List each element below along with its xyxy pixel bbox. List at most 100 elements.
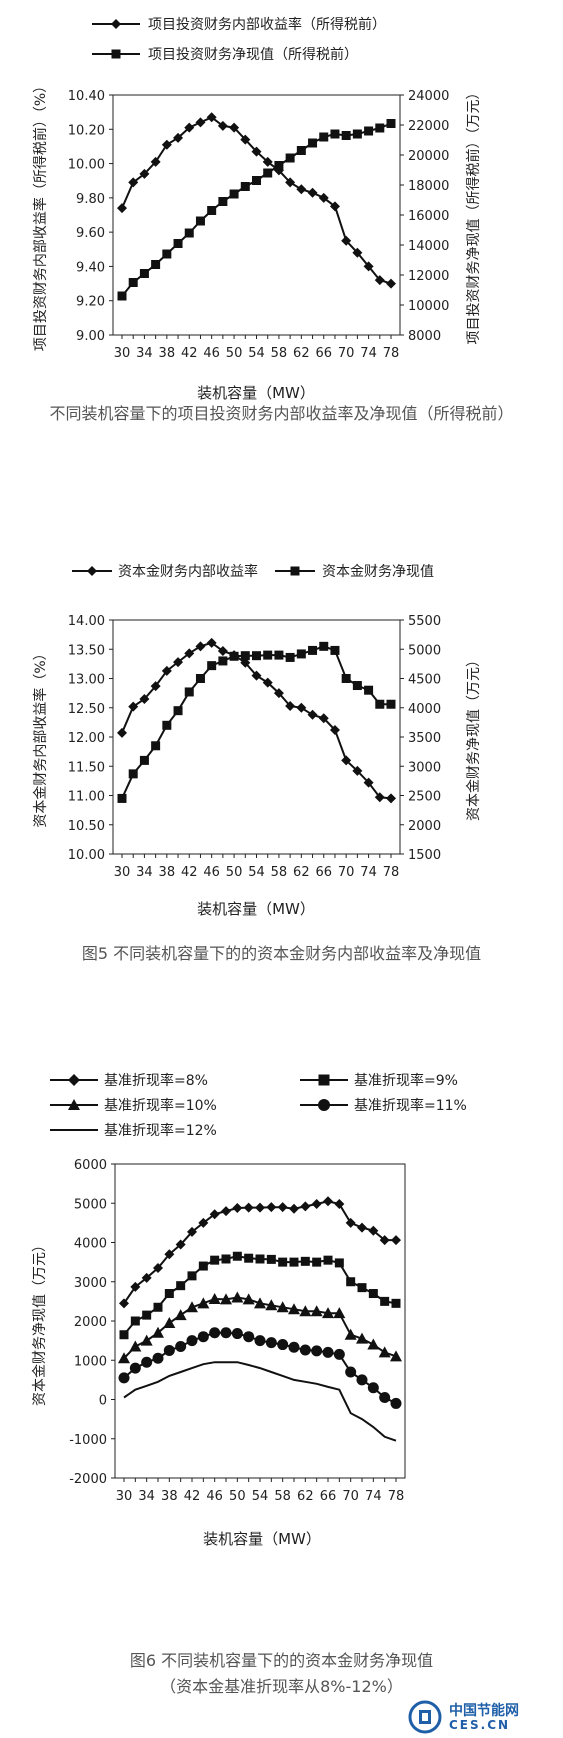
data-point [310, 1305, 323, 1317]
data-point [276, 1301, 289, 1313]
data-point [334, 1199, 345, 1210]
data-point [262, 677, 273, 688]
ces-logo-icon [408, 1700, 442, 1734]
data-point [364, 126, 374, 136]
data-point [218, 197, 228, 206]
x-tick-label: 46 [203, 865, 220, 880]
y-axis-label-3: 资本金财务净现值（万元） [32, 1238, 48, 1406]
data-point [318, 713, 329, 724]
data-point [367, 1382, 379, 1394]
y-tick-label: 4000 [74, 1237, 107, 1252]
data-point [139, 168, 150, 179]
y-tick-label-right: 14000 [408, 239, 449, 254]
caption-3-line-1: 图6 不同装机容量下的的资本金财务净现值 [129, 1651, 434, 1670]
data-point [195, 117, 206, 128]
x-tick-label: 78 [383, 865, 400, 880]
y-tick-label-right: 2500 [408, 790, 441, 805]
data-point [175, 1341, 187, 1353]
logo-title: 中国节能网 [449, 1703, 519, 1719]
data-point [341, 235, 352, 246]
y-tick-label: 10.20 [68, 123, 105, 138]
data-point [300, 1201, 311, 1212]
legend-3-label-3: 基准折现率=10% [104, 1097, 217, 1114]
legend-2-label-2: 资本金财务净现值 [322, 564, 434, 580]
data-point [254, 1297, 266, 1309]
x-axis-label-2: 装机容量（MW） [197, 900, 315, 918]
data-point [229, 122, 240, 133]
data-point [197, 1331, 209, 1343]
data-point [322, 1307, 334, 1319]
data-point [263, 168, 273, 178]
data-point [263, 650, 273, 660]
data-point [386, 278, 396, 289]
x-tick-label: 70 [338, 346, 355, 361]
logo-domain: CES.CN [449, 1718, 511, 1732]
data-point [220, 1293, 232, 1305]
data-point [311, 1199, 322, 1210]
data-point [266, 1202, 277, 1213]
data-point [251, 146, 262, 157]
series-2 [117, 637, 396, 804]
data-point [391, 1298, 401, 1308]
data-point [175, 1239, 186, 1250]
y-tick-label: 10.00 [68, 158, 105, 173]
x-tick-label: 38 [159, 346, 176, 361]
data-point [221, 1254, 231, 1264]
chart-1: 项目投资财务内部收益率（所得税前） 项目投资财务净现值（所得税前） 9.009.… [32, 16, 482, 402]
legend-3-label-2: 基准折现率=9% [354, 1072, 458, 1089]
data-point [312, 1257, 322, 1267]
y-tick-label: 10.40 [68, 89, 105, 104]
data-point [277, 1339, 289, 1351]
data-point [117, 793, 127, 803]
x-tick-label: 58 [271, 865, 288, 880]
data-point [274, 161, 284, 170]
y-tick-label-right: 18000 [408, 179, 449, 194]
data-point [164, 1289, 174, 1299]
x-tick-label: 30 [114, 346, 131, 361]
x-tick-label: 42 [181, 346, 198, 361]
data-point [152, 1326, 164, 1338]
y-ticks-right-2: 1500 2000 2500 3000 3500 4000 4500 5000 5500 [400, 614, 441, 863]
data-point [374, 275, 385, 286]
series-line-2 [123, 1255, 397, 1336]
x-tick-label: 34 [138, 1489, 155, 1504]
y-tick-label-right: 3500 [408, 731, 441, 746]
data-point [128, 278, 138, 287]
data-point [285, 700, 296, 711]
y-tick-label: 11.00 [68, 790, 105, 805]
y-tick-label: 9.00 [76, 329, 105, 344]
x-axis-label-3: 装机容量（MW） [203, 1530, 321, 1548]
data-point [341, 755, 352, 766]
data-point [380, 1296, 390, 1306]
data-point [240, 657, 251, 668]
data-point [217, 646, 228, 657]
data-point [296, 146, 306, 155]
data-point [195, 674, 205, 683]
x-tick-label: 54 [248, 346, 265, 361]
data-point [288, 1341, 300, 1353]
data-point [285, 177, 296, 188]
legend-3-label-4: 基准折现率=11% [354, 1097, 467, 1114]
y-tick-label: 9.20 [76, 295, 105, 310]
caption-2: 图5 不同装机容量下的的资本金财务内部收益率及净现值 [81, 944, 482, 963]
series-1 [117, 112, 396, 301]
data-point [299, 1305, 312, 1317]
data-point [240, 651, 250, 661]
data-point [128, 769, 138, 779]
y-tick-label: 1000 [74, 1354, 107, 1369]
y-tick-label: 9.80 [76, 192, 105, 207]
caption-1: 不同装机容量下的项目投资财务内部收益率及净现值（所得税前） [49, 404, 514, 423]
data-point [117, 291, 127, 301]
data-point [151, 741, 161, 751]
data-point [184, 228, 194, 238]
y-tick-label: 0 [99, 1394, 107, 1409]
data-point [186, 1335, 198, 1347]
data-point [296, 702, 307, 713]
data-point [368, 1225, 379, 1236]
y-tick-label-right: 3000 [408, 760, 441, 775]
x-tick-label: 30 [116, 1489, 133, 1504]
x-tick-label: 62 [293, 865, 310, 880]
data-point [176, 1281, 186, 1291]
x-tick-label: 38 [161, 1489, 178, 1504]
data-point [330, 129, 340, 139]
